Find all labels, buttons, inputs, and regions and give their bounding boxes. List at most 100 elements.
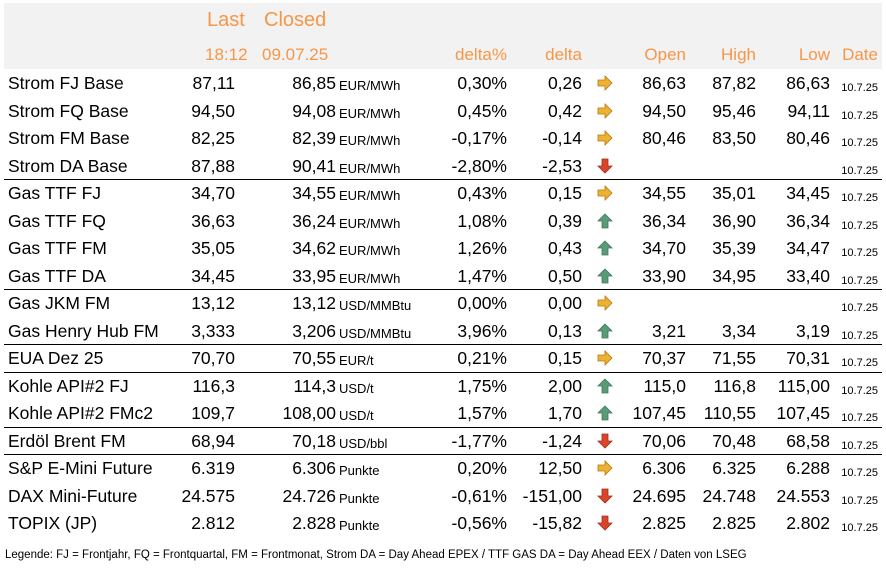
deltapct-value: 0,43% (457, 183, 507, 203)
table-row: Gas JKM FM 13,12 13,12 USD/MMBtu 0,00% 0,00 10… (4, 289, 882, 317)
last-value: 2.812 (191, 513, 235, 533)
open-value: 2.825 (642, 513, 686, 533)
instrument-name: Strom FM Base (8, 128, 130, 148)
arrow-right-icon (597, 130, 613, 146)
date-value: 10.7.25 (841, 494, 878, 507)
open-value: 33,90 (642, 265, 686, 286)
high-value: 2.825 (712, 513, 756, 533)
open-value: 70,37 (642, 348, 686, 368)
table-row: Gas TTF FM 35,05 34,62 EUR/MWh 1,26% 0,43 34,7… (4, 234, 882, 262)
table-row: Erdöl Brent FM 68,94 70,18 USD/bbl -1,77% -1,… (4, 427, 882, 455)
closed-value: 108,00 (282, 403, 336, 423)
last-value: 34,70 (191, 183, 235, 203)
deltapct-value: 0,45% (457, 100, 507, 121)
last-time: 18:12 (205, 45, 248, 64)
low-value: 34,47 (786, 238, 830, 258)
instrument-name: Kohle API#2 FJ (8, 375, 129, 396)
deltapct-value: 0,30% (457, 73, 507, 93)
arrow-right-icon (597, 460, 613, 476)
table-row: Kohle API#2 FMc2 109,7 108,00 USD/t 1,57% 1,7… (4, 399, 882, 428)
unit-label: EUR/MWh (339, 243, 401, 258)
closed-value: 34,55 (292, 183, 336, 203)
high-value: 116,8 (713, 375, 757, 396)
open-value: 70,06 (642, 430, 686, 451)
date-value: 10.7.25 (841, 247, 878, 259)
deltapct-value: -0,61% (451, 485, 507, 506)
table-row: EUA Dez 25 70,70 70,55 EUR/t 0,21% 0,15 70,37 7… (4, 344, 882, 373)
instrument-name: EUA Dez 25 (8, 348, 104, 368)
low-value: 24.553 (776, 485, 830, 506)
instrument-name: Gas TTF FQ (8, 210, 106, 231)
date-value: 10.7.25 (841, 164, 878, 177)
open-value: 34,55 (642, 183, 686, 203)
delta-value: -1,24 (542, 430, 582, 451)
low-value: 94,11 (787, 100, 831, 121)
open-value: 36,34 (642, 210, 686, 231)
low-value: 115,00 (777, 375, 830, 396)
instrument-name: Strom FJ Base (8, 73, 124, 93)
instrument-name: S&P E-Mini Future (8, 458, 153, 478)
delta-value: -151,00 (522, 485, 582, 506)
open-value: 107,45 (632, 403, 686, 423)
unit-label: EUR/MWh (339, 188, 401, 203)
last-value: 87,88 (191, 155, 235, 176)
high-value: 3,34 (721, 320, 756, 341)
table-row: DAX Mini-Future 24.575 24.726 Punkte -0,61% -… (4, 482, 882, 510)
arrow-right-icon (597, 350, 613, 366)
delta-value: 0,26 (547, 73, 582, 93)
delta-value: -2,53 (542, 155, 582, 176)
table-row: Strom DA Base 87,88 90,41 EUR/MWh -2,80% -2,5… (4, 152, 882, 180)
table-row: Strom FJ Base 87,11 86,85 EUR/MWh 0,30% 0,26 8… (4, 69, 882, 97)
deltapct-value: 3,96% (457, 320, 507, 341)
last-value: 87,11 (192, 73, 236, 93)
last-value: 70,70 (191, 348, 235, 368)
low-value: 36,34 (786, 210, 830, 231)
last-value: 109,7 (191, 403, 235, 423)
date-value: 10.7.25 (841, 329, 878, 342)
last-value: 13,12 (191, 293, 235, 313)
high-value: 36,90 (712, 210, 756, 231)
open-value: 94,50 (642, 100, 686, 121)
deltapct-value: -0,56% (451, 513, 507, 533)
open-header: Open (644, 45, 686, 64)
legend-text: Legende: FJ = Frontjahr, FQ = Frontquart… (5, 549, 747, 561)
closed-value: 94,08 (292, 100, 336, 121)
table-row: Strom FM Base 82,25 82,39 EUR/MWh -0,17% -0,1… (4, 124, 882, 152)
deltapct-value: 0,00% (457, 293, 507, 313)
deltapct-value: 1,47% (457, 265, 507, 286)
last-value: 3,333 (191, 320, 235, 341)
delta-header: delta (545, 45, 582, 64)
high-value: 24.748 (702, 485, 756, 506)
closed-value: 86,85 (292, 73, 336, 93)
delta-value: 0,43 (547, 238, 582, 258)
instrument-name: Kohle API#2 FMc2 (8, 403, 153, 423)
unit-label: Punkte (339, 518, 380, 533)
arrow-down-icon (597, 488, 613, 504)
low-value: 3,19 (795, 320, 830, 341)
arrow-down-icon (597, 433, 613, 449)
closed-value: 33,95 (292, 265, 336, 286)
arrow-up-icon (597, 322, 613, 338)
arrow-right-icon (597, 75, 613, 91)
unit-label: USD/t (339, 408, 374, 423)
deltapct-value: 1,57% (457, 403, 507, 423)
unit-label: EUR/MWh (339, 270, 401, 286)
high-value: 87,82 (712, 73, 756, 93)
date-value: 10.7.25 (841, 439, 878, 452)
delta-value: 0,42 (547, 100, 582, 121)
table-row: TOPIX (JP) 2.812 2.828 Punkte -0,56% -15,82 2.… (4, 509, 882, 537)
date-value: 10.7.25 (841, 412, 878, 424)
low-value: 70,31 (786, 348, 830, 368)
delta-value: 0,15 (547, 348, 582, 368)
arrow-up-icon (597, 377, 613, 393)
deltapct-value: -0,17% (451, 128, 507, 148)
instrument-name: Erdöl Brent FM (8, 430, 126, 451)
deltapct-value: 0,21% (457, 348, 507, 368)
last-value: 116,3 (192, 375, 236, 396)
arrow-up-icon (597, 405, 613, 421)
deltapct-value: -1,77% (451, 430, 507, 451)
high-value: 110,55 (703, 403, 756, 423)
high-value: 35,39 (712, 238, 756, 258)
arrow-up-icon (597, 240, 613, 256)
unit-label: EUR/t (339, 353, 374, 368)
